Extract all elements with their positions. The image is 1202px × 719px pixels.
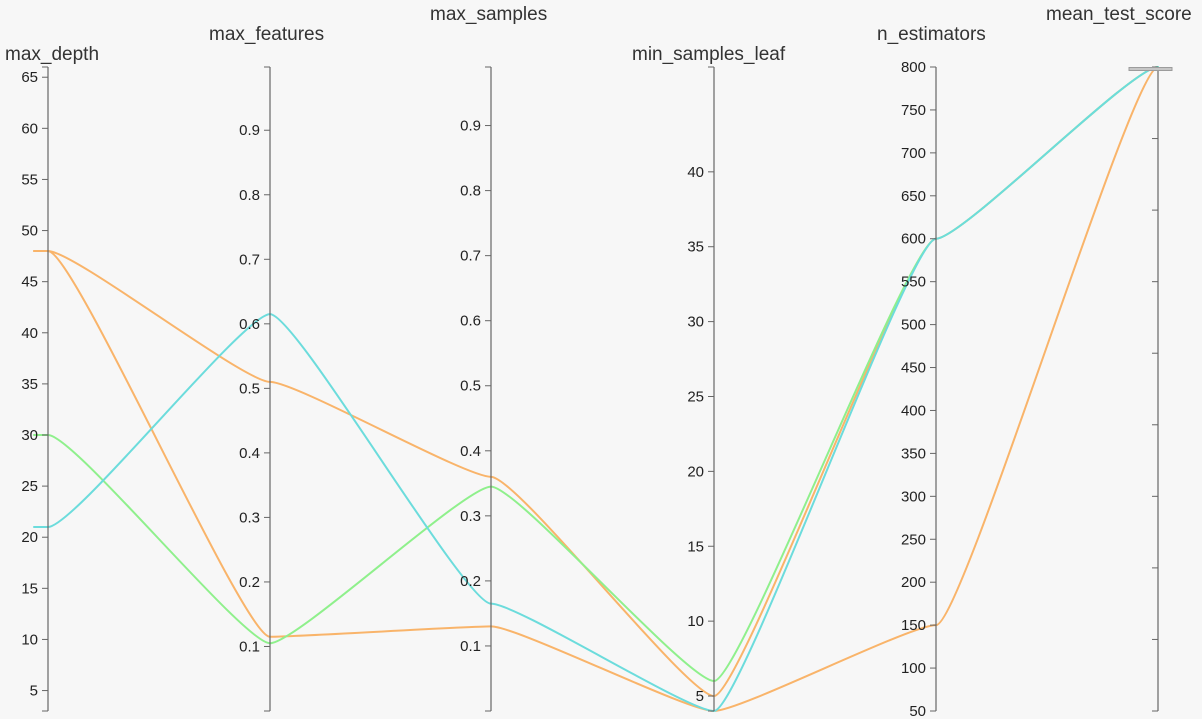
tick-label: 40 — [21, 325, 38, 342]
tick-label: 0.6 — [460, 313, 481, 330]
tick-label: 0.9 — [460, 118, 481, 135]
axis-max-depth: 5 10 15 20 25 30 35 40 45 50 55 60 65 max_depth — [5, 44, 99, 712]
tick-label: 0.7 — [239, 251, 260, 268]
tick-label: 35 — [21, 376, 38, 393]
tick-label: 300 — [901, 488, 926, 505]
tick-label: 25 — [687, 388, 704, 405]
axis-title: mean_test_score — [1046, 4, 1192, 25]
axis-max-features: 0.1 0.2 0.3 0.4 0.5 0.6 0.7 0.8 0.9 max_features — [209, 24, 324, 712]
axis-title: min_samples_leaf — [632, 44, 786, 65]
tick-label: 25 — [21, 478, 38, 495]
tick-label: 30 — [687, 314, 704, 331]
axes: 5 10 15 20 25 30 35 40 45 50 55 60 65 max_depth 0.1 0.2… — [5, 4, 1192, 719]
series-line-1 — [33, 66, 1159, 712]
tick-label: 50 — [909, 703, 926, 719]
tick-label: 40 — [687, 164, 704, 181]
tick-label: 650 — [901, 188, 926, 205]
axis-title: n_estimators — [877, 24, 986, 45]
axis-title: max_depth — [5, 44, 99, 65]
tick-label: 20 — [687, 463, 704, 480]
tick-label: 150 — [901, 617, 926, 634]
tick-label: 15 — [687, 538, 704, 555]
tick-label: 0.8 — [460, 183, 481, 200]
axis-title: max_samples — [430, 4, 547, 25]
tick-label: 0.8 — [239, 187, 260, 204]
tick-label: 10 — [687, 613, 704, 630]
tick-label: 35 — [687, 239, 704, 256]
tick-label: 15 — [21, 580, 38, 597]
tick-label: 0.2 — [460, 573, 481, 590]
tick-label: 65 — [21, 69, 38, 86]
series-line-2 — [33, 66, 1159, 698]
tick-label: 0.6 — [239, 316, 260, 333]
series-line-4 — [33, 66, 1159, 712]
tick-label: 500 — [901, 317, 926, 334]
tick-label: 700 — [901, 145, 926, 162]
tick-label: 0.4 — [460, 443, 481, 460]
tick-label: 0.5 — [460, 378, 481, 395]
axis-min-samples-leaf: 5 10 15 20 25 30 35 40 min_samples_leaf — [632, 44, 786, 712]
tick-label: 0.3 — [460, 508, 481, 525]
tick-label: 0.1 — [239, 638, 260, 655]
tick-label: 350 — [901, 445, 926, 462]
tick-label: 550 — [901, 274, 926, 291]
tick-label: 0.7 — [460, 248, 481, 265]
tick-label: 750 — [901, 102, 926, 119]
tick-label: 200 — [901, 574, 926, 591]
tick-label: 5 — [696, 688, 704, 705]
tick-label: 600 — [901, 231, 926, 248]
tick-label: 0.1 — [460, 638, 481, 655]
axis-title: max_features — [209, 24, 324, 45]
tick-label: 50 — [21, 223, 38, 240]
axis-max-samples: 0.1 0.2 0.3 0.4 0.5 0.6 0.7 0.8 0.9 max_samples — [430, 4, 547, 712]
tick-label: 5 — [30, 683, 38, 700]
tick-label: 100 — [901, 660, 926, 677]
tick-label: 10 — [21, 631, 38, 648]
series-lines — [33, 66, 1159, 712]
tick-label: 55 — [21, 171, 38, 188]
tick-label: 0.4 — [239, 445, 260, 462]
tick-label: 400 — [901, 402, 926, 419]
tick-label: 800 — [901, 59, 926, 76]
tick-label: 0.9 — [239, 122, 260, 139]
tick-label: 0.5 — [239, 380, 260, 397]
tick-label: 250 — [901, 531, 926, 548]
tick-label: 45 — [21, 274, 38, 291]
tick-label: 0.3 — [239, 509, 260, 526]
tick-label: 20 — [21, 529, 38, 546]
score-marker — [1128, 67, 1173, 71]
tick-label: 0.2 — [239, 574, 260, 591]
tick-label: 30 — [21, 427, 38, 444]
axis-n-estimators: 50 100 150 200 250 300 350 400 450 500 550 600 650 70… — [877, 24, 986, 719]
tick-label: 60 — [21, 120, 38, 137]
tick-label: 450 — [901, 360, 926, 377]
axis-mean-test-score: mean_test_score — [1046, 4, 1192, 712]
